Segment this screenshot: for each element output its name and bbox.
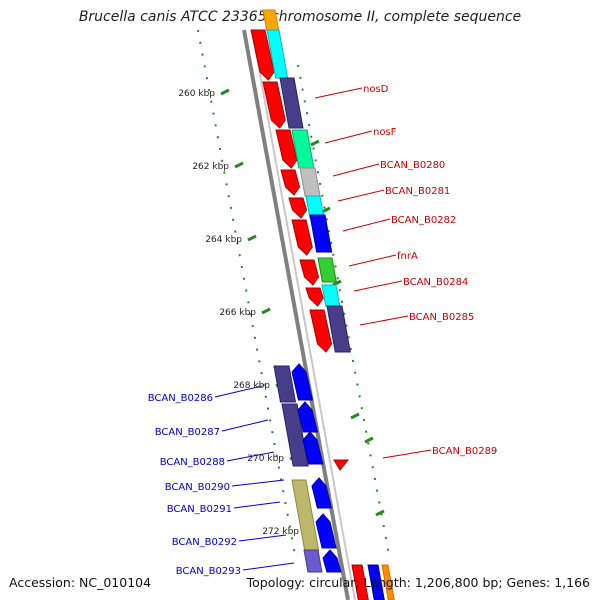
gene-band bbox=[381, 564, 395, 600]
minor-tick-mark bbox=[364, 436, 374, 444]
gene-label-forward[interactable]: nosF bbox=[373, 127, 397, 138]
forward-gene-arrow bbox=[275, 129, 298, 169]
label-leader-line bbox=[231, 479, 285, 487]
label-leader-line bbox=[348, 254, 397, 267]
tick-label: 272 kbp bbox=[262, 527, 299, 537]
tick-label: 262 kbp bbox=[192, 162, 229, 172]
label-leader-line bbox=[238, 534, 287, 542]
gene-band bbox=[281, 403, 309, 467]
gene-band bbox=[326, 305, 351, 353]
forward-gene-arrow bbox=[288, 197, 308, 219]
label-leader-line bbox=[359, 315, 409, 326]
forward-gene-arrow bbox=[305, 287, 324, 307]
reverse-gene-arrow bbox=[315, 513, 337, 549]
gene-band bbox=[367, 564, 385, 600]
gene-band bbox=[291, 479, 320, 551]
label-leader-line bbox=[382, 449, 432, 459]
tick-label: 260 kbp bbox=[178, 89, 215, 99]
label-leader-line bbox=[242, 562, 295, 571]
gene-band bbox=[303, 549, 323, 573]
gene-band bbox=[351, 564, 369, 600]
gene-label-forward[interactable]: BCAN_B0285 bbox=[409, 312, 474, 323]
gene-label-reverse[interactable]: BCAN_B0288 bbox=[160, 457, 225, 468]
label-leader-line bbox=[342, 218, 391, 232]
reverse-gene-arrow bbox=[291, 363, 314, 401]
forward-gene-arrow bbox=[309, 309, 333, 353]
topology-summary: Topology: circular; Length: 1,206,800 bp… bbox=[246, 575, 590, 590]
gene-label-forward[interactable]: BCAN_B0284 bbox=[403, 277, 468, 288]
minor-tick-mark bbox=[350, 412, 360, 420]
tick-label: 270 kbp bbox=[247, 454, 284, 464]
label-leader-line bbox=[314, 87, 363, 99]
gene-label-reverse[interactable]: BCAN_B0287 bbox=[155, 427, 220, 438]
gene-band bbox=[279, 77, 304, 129]
gene-label-reverse[interactable]: BCAN_B0290 bbox=[165, 482, 230, 493]
forward-gene-arrow bbox=[262, 81, 286, 129]
gene-label-forward[interactable]: BCAN_B0280 bbox=[380, 160, 445, 171]
tick-label: 268 kbp bbox=[233, 381, 270, 391]
minor-tick-mark bbox=[375, 509, 385, 517]
reverse-gene-arrow bbox=[322, 549, 342, 573]
gene-band bbox=[273, 365, 297, 403]
gene-label-forward[interactable]: nosD bbox=[363, 84, 389, 95]
gene-label-reverse[interactable]: BCAN_B0286 bbox=[148, 393, 213, 404]
minor-tick-mark bbox=[310, 139, 320, 147]
gene-band bbox=[317, 257, 337, 283]
tick-mark bbox=[261, 307, 271, 315]
tick-marks: 260 kbp 262 kbp 264 kbp 266 kbp 268 kbp 270 k… bbox=[178, 88, 385, 537]
tick-mark bbox=[247, 234, 257, 242]
gene-label-forward[interactable]: BCAN_B0289 bbox=[432, 446, 497, 457]
gene-label-forward[interactable]: BCAN_B0282 bbox=[391, 215, 456, 226]
gene-band bbox=[309, 214, 333, 253]
gene-band bbox=[262, 9, 280, 31]
label-leaders bbox=[214, 87, 432, 571]
label-leader-line bbox=[233, 501, 281, 509]
gene-label-reverse[interactable]: BCAN_B0292 bbox=[172, 537, 237, 548]
label-leader-line bbox=[332, 163, 380, 177]
minor-tick-mark bbox=[332, 279, 342, 287]
tick-mark bbox=[220, 88, 230, 96]
gene-label-reverse[interactable]: BCAN_B0293 bbox=[176, 566, 241, 577]
forward-gene-arrow bbox=[299, 259, 320, 286]
map-title: Brucella canis ATCC 23365 chromosome II,… bbox=[78, 9, 522, 25]
gene-label-reverse[interactable]: BCAN_B0291 bbox=[167, 504, 232, 515]
label-leader-line bbox=[214, 385, 263, 398]
forward-gene-arrow bbox=[280, 169, 301, 196]
gene-labels: nosD nosF BCAN_B0280 BCAN_B0281 BCAN_B0282fn… bbox=[148, 84, 498, 577]
forward-gene-arrow bbox=[333, 459, 350, 471]
reverse-gene-arrow bbox=[297, 401, 319, 433]
accession-text: Accession: NC_010104 bbox=[9, 575, 152, 590]
gene-band bbox=[321, 284, 341, 307]
chromosome-backbone-shadow bbox=[251, 29, 356, 600]
tick-label: 264 kbp bbox=[205, 235, 242, 245]
label-leader-line bbox=[337, 189, 385, 202]
tick-label: 266 kbp bbox=[219, 308, 256, 318]
minor-tick-mark bbox=[321, 206, 331, 214]
label-leader-line bbox=[221, 419, 269, 432]
forward-gene-arrow bbox=[291, 219, 313, 256]
tick-mark bbox=[234, 161, 244, 169]
label-leader-line bbox=[226, 451, 275, 462]
label-leader-line bbox=[353, 280, 403, 292]
gene-label-forward[interactable]: fnrA bbox=[397, 251, 418, 262]
gene-features bbox=[250, 9, 395, 600]
forward-gene-arrow bbox=[250, 29, 275, 81]
reverse-gene-arrow bbox=[302, 431, 324, 465]
gene-label-forward[interactable]: BCAN_B0281 bbox=[385, 186, 450, 197]
reverse-gene-arrow bbox=[311, 477, 333, 509]
label-leader-line bbox=[324, 130, 373, 144]
